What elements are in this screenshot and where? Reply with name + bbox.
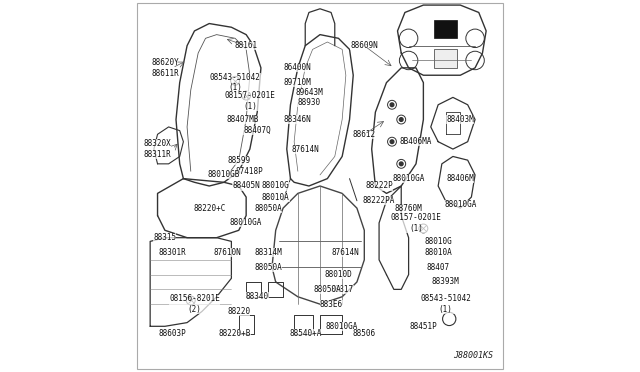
Text: 88603P: 88603P bbox=[159, 329, 186, 338]
Text: 88010G: 88010G bbox=[262, 182, 289, 190]
Text: 88050A: 88050A bbox=[255, 203, 282, 213]
Text: 88010D: 88010D bbox=[324, 270, 353, 279]
Text: 88393M: 88393M bbox=[431, 278, 460, 286]
Text: 89710M: 89710M bbox=[284, 78, 312, 87]
Text: 87610N: 87610N bbox=[214, 248, 241, 257]
Text: 08157-0201E
(1): 08157-0201E (1) bbox=[390, 213, 442, 232]
Text: 88612: 88612 bbox=[353, 130, 376, 139]
Text: 883E6: 883E6 bbox=[319, 300, 342, 309]
Text: 88620Y
88611R: 88620Y 88611R bbox=[151, 58, 179, 77]
Text: 89643M
88930: 89643M 88930 bbox=[295, 88, 323, 107]
Text: 87614N: 87614N bbox=[332, 248, 360, 257]
Text: 88407: 88407 bbox=[427, 263, 450, 272]
Text: 88599: 88599 bbox=[227, 155, 250, 165]
Text: 88010GA: 88010GA bbox=[230, 218, 262, 227]
Text: 88315: 88315 bbox=[154, 233, 177, 242]
Text: J88001KS: J88001KS bbox=[454, 350, 493, 359]
Text: 88506: 88506 bbox=[353, 329, 376, 338]
Bar bbox=[435, 49, 456, 68]
Text: 88222PA: 88222PA bbox=[363, 196, 396, 205]
Text: 88010A: 88010A bbox=[424, 248, 452, 257]
Text: 88220: 88220 bbox=[227, 307, 250, 316]
Text: 88760M: 88760M bbox=[395, 203, 422, 213]
Bar bbox=[435, 20, 456, 38]
Text: 87418P: 87418P bbox=[236, 167, 264, 176]
Text: 88161: 88161 bbox=[235, 41, 258, 50]
Text: 88050A: 88050A bbox=[314, 285, 341, 294]
Text: 08157-0201E
(1): 08157-0201E (1) bbox=[225, 92, 275, 111]
Text: 88222P: 88222P bbox=[365, 182, 393, 190]
Text: 88301R: 88301R bbox=[159, 248, 186, 257]
Text: 88314M: 88314M bbox=[255, 248, 282, 257]
Circle shape bbox=[390, 140, 394, 144]
Text: 88050A: 88050A bbox=[255, 263, 282, 272]
Text: 88320X
88311R: 88320X 88311R bbox=[143, 140, 172, 159]
Text: 8B406MA: 8B406MA bbox=[400, 137, 432, 146]
Text: 87614N: 87614N bbox=[291, 145, 319, 154]
Text: 88220+C: 88220+C bbox=[193, 203, 225, 213]
Text: 08543-51042
(1): 08543-51042 (1) bbox=[420, 295, 471, 314]
Text: 88220+B: 88220+B bbox=[219, 329, 252, 338]
Text: 88010A: 88010A bbox=[262, 193, 289, 202]
Text: 88451P: 88451P bbox=[410, 322, 437, 331]
Text: 88010GA: 88010GA bbox=[326, 322, 358, 331]
Circle shape bbox=[399, 118, 403, 121]
Circle shape bbox=[399, 162, 403, 166]
Text: 88010GB: 88010GB bbox=[208, 170, 240, 179]
Text: 88405N: 88405N bbox=[232, 182, 260, 190]
Text: 88010GA: 88010GA bbox=[444, 200, 477, 209]
Text: 08543-51042
(1): 08543-51042 (1) bbox=[210, 73, 260, 92]
Text: 88817: 88817 bbox=[331, 285, 354, 294]
Text: 88609N: 88609N bbox=[351, 41, 378, 50]
Text: 88346N: 88346N bbox=[284, 115, 312, 124]
Circle shape bbox=[390, 103, 394, 107]
Text: 88407MB: 88407MB bbox=[227, 115, 259, 124]
Text: 88010GA: 88010GA bbox=[392, 174, 425, 183]
Text: 88010G: 88010G bbox=[424, 237, 452, 246]
Text: 86400N: 86400N bbox=[284, 63, 312, 72]
Text: 88407Q: 88407Q bbox=[243, 126, 271, 135]
Text: 88406M: 88406M bbox=[447, 174, 474, 183]
Text: 08156-8201E
(2): 08156-8201E (2) bbox=[169, 295, 220, 314]
Text: 88340: 88340 bbox=[246, 292, 269, 301]
Text: 88540+A: 88540+A bbox=[289, 329, 321, 338]
Text: 88403M: 88403M bbox=[447, 115, 474, 124]
